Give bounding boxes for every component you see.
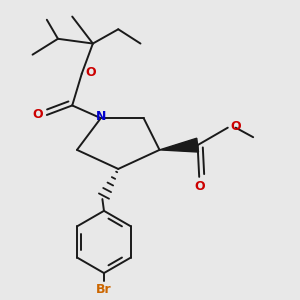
Polygon shape [160, 138, 199, 152]
Text: O: O [195, 180, 206, 193]
Text: N: N [96, 110, 106, 123]
Text: O: O [230, 120, 241, 133]
Text: Br: Br [96, 283, 112, 296]
Text: O: O [85, 66, 96, 79]
Text: O: O [33, 108, 43, 121]
